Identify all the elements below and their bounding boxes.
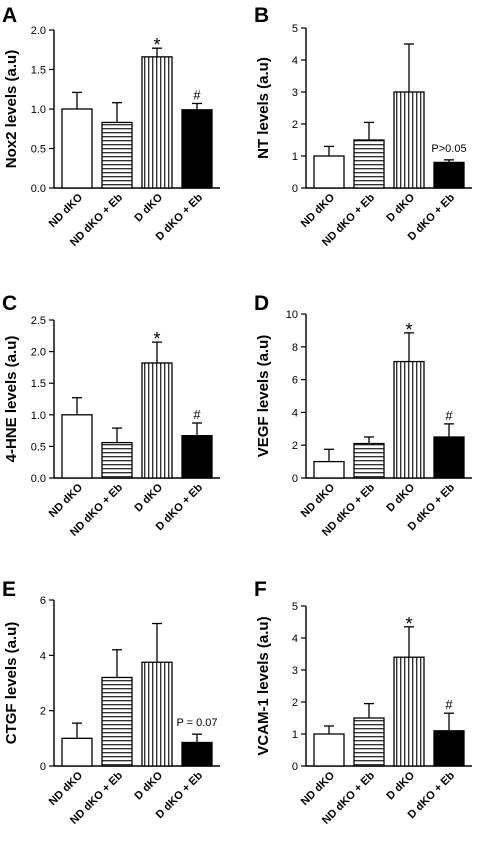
x-tick-label: D dKO <box>384 191 417 224</box>
x-tick-label: D dKO <box>132 191 165 224</box>
x-tick-label: ND dKO <box>47 481 86 520</box>
panel-letter: F <box>254 578 267 601</box>
y-tick-label: 0.0 <box>31 473 46 485</box>
significance-hash: # <box>445 408 453 423</box>
bar-d-dko <box>141 661 173 767</box>
y-tick-label: 5 <box>292 23 298 35</box>
y-tick-label: 6 <box>292 375 298 387</box>
panel-letter: E <box>2 578 16 601</box>
y-tick-label: 0.5 <box>31 441 46 453</box>
x-tick-label: ND dKO <box>47 191 86 230</box>
bar-nd-dko-eb <box>353 442 385 479</box>
p-value-note: P>0.05 <box>431 143 466 155</box>
bar-nd-dko-eb <box>101 676 133 767</box>
significance-hash: # <box>193 87 201 102</box>
y-tick-label: 2 <box>40 706 46 718</box>
y-tick-label: 4 <box>292 55 298 67</box>
significance-star: * <box>405 614 412 634</box>
y-tick-label: 4 <box>292 407 298 419</box>
y-tick-label: 0.0 <box>31 183 46 195</box>
bar-d-dko-eb <box>433 436 465 479</box>
y-tick-label: 1.0 <box>31 410 46 422</box>
bar-nd-dko <box>61 108 93 189</box>
x-tick-label: ND dKO <box>299 191 338 230</box>
bar-d-dko <box>393 91 425 189</box>
y-tick-label: 5 <box>292 601 298 613</box>
bar-d-dko <box>393 656 425 767</box>
y-tick-label: 0.5 <box>31 144 46 156</box>
panel-letter: C <box>2 292 17 315</box>
x-tick-label: D dKO <box>132 481 165 514</box>
y-tick-label: 6 <box>40 595 46 607</box>
y-axis-label: Nox2 levels (a.u) <box>3 50 20 168</box>
x-tick-label: ND dKO <box>299 481 338 520</box>
bar-d-dko-eb <box>433 730 465 767</box>
y-tick-label: 8 <box>292 342 298 354</box>
y-tick-label: 2 <box>292 440 298 452</box>
bar-d-dko <box>141 56 173 189</box>
y-tick-label: 0 <box>40 761 46 773</box>
y-tick-label: 2 <box>292 697 298 709</box>
y-tick-label: 4 <box>40 650 46 662</box>
x-tick-label: D dKO <box>384 769 417 802</box>
y-axis-label: VEGF levels (a.u) <box>255 335 272 458</box>
y-tick-label: 0 <box>292 473 298 485</box>
panel-letter: A <box>2 4 17 27</box>
y-tick-label: 2.0 <box>31 347 46 359</box>
bar-nd-dko <box>313 155 345 189</box>
x-tick-label: D dKO <box>384 481 417 514</box>
bar-d-dko-eb <box>181 435 213 479</box>
y-axis-label: 4-HNE levels (a.u) <box>3 336 20 463</box>
bar-nd-dko-eb <box>101 441 133 479</box>
bar-d-dko-eb <box>181 109 213 189</box>
significance-hash: # <box>193 407 201 422</box>
x-tick-label: D dKO <box>132 769 165 802</box>
bar-d-dko-eb <box>433 161 465 189</box>
y-axis-label: NT levels (a.u) <box>255 57 272 159</box>
y-tick-label: 1 <box>292 729 298 741</box>
bar-nd-dko <box>313 460 345 479</box>
bar-nd-dko <box>313 733 345 767</box>
significance-hash: # <box>445 697 453 712</box>
panel-letter: D <box>254 292 269 315</box>
y-tick-label: 1.5 <box>31 378 46 390</box>
y-tick-label: 1.5 <box>31 65 46 77</box>
y-tick-label: 3 <box>292 87 298 99</box>
bar-d-dko-eb <box>181 741 213 767</box>
bar-nd-dko <box>61 737 93 767</box>
y-tick-label: 1.0 <box>31 104 46 116</box>
bar-nd-dko-eb <box>353 717 385 767</box>
bar-nd-dko <box>61 414 93 479</box>
panel-c: C 0.0 0.5 1.0 1.5 2.0 2.5 4-HNE levels (a.u) ND … <box>2 292 220 539</box>
p-value-note: P = 0.07 <box>176 717 217 729</box>
y-axis-label: VCAM-1 levels (a.u) <box>255 616 272 755</box>
x-tick-label: ND dKO <box>299 769 338 808</box>
y-tick-label: 2 <box>292 119 298 131</box>
y-tick-label: 0 <box>292 183 298 195</box>
bar-nd-dko-eb <box>101 121 133 189</box>
y-tick-label: 1 <box>292 151 298 163</box>
bar-d-dko <box>141 362 173 479</box>
significance-star: * <box>153 329 160 349</box>
y-tick-label: 0 <box>292 761 298 773</box>
y-tick-label: 2.5 <box>31 315 46 327</box>
significance-star: * <box>153 35 160 55</box>
bar-d-dko <box>393 360 425 479</box>
y-tick-label: 2.0 <box>31 25 46 37</box>
y-tick-label: 10 <box>286 309 298 321</box>
x-tick-label: ND dKO <box>47 769 86 808</box>
bar-nd-dko-eb <box>353 139 385 189</box>
panel-letter: B <box>254 4 269 27</box>
y-axis-label: CTGF levels (a.u) <box>3 622 20 745</box>
y-tick-label: 3 <box>292 665 298 677</box>
y-tick-label: 4 <box>292 633 298 645</box>
significance-star: * <box>405 320 412 340</box>
